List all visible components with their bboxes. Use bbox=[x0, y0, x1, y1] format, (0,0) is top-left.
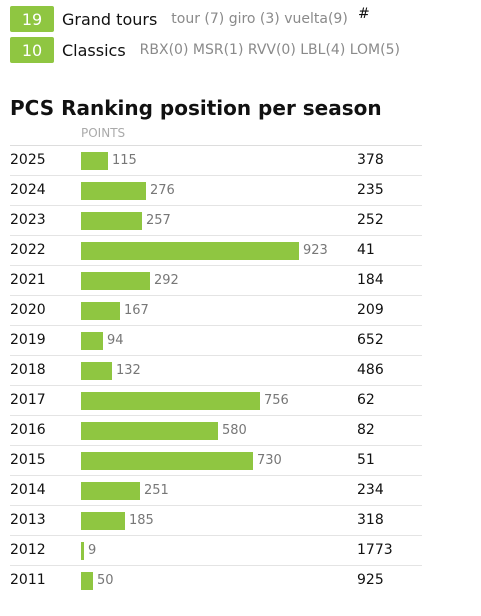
season-year[interactable]: 2012 bbox=[10, 542, 46, 558]
points-bar bbox=[81, 572, 93, 590]
ranking-row[interactable]: 2020 167 209 bbox=[10, 296, 422, 326]
grand-tours-count-badge: 19 bbox=[10, 6, 54, 32]
ranking-row[interactable]: 2016 580 82 bbox=[10, 416, 422, 446]
season-year[interactable]: 2024 bbox=[10, 182, 46, 198]
season-year[interactable]: 2015 bbox=[10, 452, 46, 468]
ranking-row[interactable]: 2018 132 486 bbox=[10, 356, 422, 386]
ranking-row[interactable]: 2024 276 235 bbox=[10, 176, 422, 206]
season-year[interactable]: 2019 bbox=[10, 332, 46, 348]
points-value: 580 bbox=[222, 423, 247, 438]
season-year[interactable]: 2020 bbox=[10, 302, 46, 318]
points-column-header: POINTS bbox=[81, 126, 126, 140]
rank-value: 234 bbox=[357, 482, 384, 498]
rank-value: 51 bbox=[357, 452, 375, 468]
points-value: 185 bbox=[129, 513, 154, 528]
ranking-table: 2025 115 378 2024 276 235 2023 257 252 2022 923 41 2… bbox=[10, 146, 422, 596]
points-bar bbox=[81, 452, 253, 470]
points-bar bbox=[81, 512, 125, 530]
ranking-row[interactable]: 2021 292 184 bbox=[10, 266, 422, 296]
stat-row-grand-tours: 19 Grand tours tour (7) giro (3) vuelta(… bbox=[10, 6, 348, 32]
season-year[interactable]: 2017 bbox=[10, 392, 46, 408]
ranking-row[interactable]: 2019 94 652 bbox=[10, 326, 422, 356]
stat-row-classics: 10 Classics RBX(0) MSR(1) RVV(0) LBL(4) … bbox=[10, 37, 400, 63]
season-year[interactable]: 2014 bbox=[10, 482, 46, 498]
points-value: 251 bbox=[144, 483, 169, 498]
points-bar bbox=[81, 272, 150, 290]
rank-value: 1773 bbox=[357, 542, 393, 558]
season-year[interactable]: 2025 bbox=[10, 152, 46, 168]
rank-value: 318 bbox=[357, 512, 384, 528]
points-value: 276 bbox=[150, 183, 175, 198]
rank-value: 252 bbox=[357, 212, 384, 228]
ranking-row[interactable]: 2023 257 252 bbox=[10, 206, 422, 236]
ranking-row[interactable]: 2014 251 234 bbox=[10, 476, 422, 506]
grand-tours-detail: tour (7) giro (3) vuelta(9) bbox=[171, 11, 348, 27]
classics-detail: RBX(0) MSR(1) RVV(0) LBL(4) LOM(5) bbox=[139, 42, 400, 58]
season-year[interactable]: 2021 bbox=[10, 272, 46, 288]
rank-value: 378 bbox=[357, 152, 384, 168]
ranking-row[interactable]: 2025 115 378 bbox=[10, 146, 422, 176]
rank-value: 41 bbox=[357, 242, 375, 258]
points-value: 730 bbox=[257, 453, 282, 468]
ranking-row[interactable]: 2015 730 51 bbox=[10, 446, 422, 476]
ranking-row[interactable]: 2012 9 1773 bbox=[10, 536, 422, 566]
points-bar bbox=[81, 482, 140, 500]
ranking-row[interactable]: 2017 756 62 bbox=[10, 386, 422, 416]
points-bar bbox=[81, 212, 142, 230]
season-year[interactable]: 2013 bbox=[10, 512, 46, 528]
points-bar bbox=[81, 302, 120, 320]
points-bar bbox=[81, 242, 299, 260]
points-bar bbox=[81, 182, 146, 200]
season-year[interactable]: 2016 bbox=[10, 422, 46, 438]
points-value: 756 bbox=[264, 393, 289, 408]
rank-value: 925 bbox=[357, 572, 384, 588]
season-year[interactable]: 2022 bbox=[10, 242, 46, 258]
ranking-row[interactable]: 2011 50 925 bbox=[10, 566, 422, 596]
classics-label[interactable]: Classics bbox=[62, 40, 126, 60]
rank-value: 209 bbox=[357, 302, 384, 318]
rank-value: 82 bbox=[357, 422, 375, 438]
rank-value: 486 bbox=[357, 362, 384, 378]
points-bar bbox=[81, 542, 84, 560]
ranking-section-title: PCS Ranking position per season bbox=[10, 96, 382, 120]
rank-value: 652 bbox=[357, 332, 384, 348]
ranking-row[interactable]: 2013 185 318 bbox=[10, 506, 422, 536]
points-bar bbox=[81, 362, 112, 380]
rank-value: 235 bbox=[357, 182, 384, 198]
points-value: 292 bbox=[154, 273, 179, 288]
classics-count-badge: 10 bbox=[10, 37, 54, 63]
points-value: 167 bbox=[124, 303, 149, 318]
ranking-row[interactable]: 2022 923 41 bbox=[10, 236, 422, 266]
season-year[interactable]: 2023 bbox=[10, 212, 46, 228]
rank-column-header: # bbox=[358, 6, 370, 22]
points-value: 9 bbox=[88, 543, 97, 558]
points-value: 50 bbox=[97, 573, 114, 588]
rank-value: 62 bbox=[357, 392, 375, 408]
header-divider bbox=[10, 145, 422, 146]
season-year[interactable]: 2018 bbox=[10, 362, 46, 378]
points-bar bbox=[81, 332, 103, 350]
points-bar bbox=[81, 152, 108, 170]
points-bar bbox=[81, 392, 260, 410]
points-value: 94 bbox=[107, 333, 124, 348]
season-year[interactable]: 2011 bbox=[10, 572, 46, 588]
rank-value: 184 bbox=[357, 272, 384, 288]
points-value: 257 bbox=[146, 213, 171, 228]
points-bar bbox=[81, 422, 218, 440]
points-value: 132 bbox=[116, 363, 141, 378]
points-value: 923 bbox=[303, 243, 328, 258]
points-value: 115 bbox=[112, 153, 137, 168]
grand-tours-label[interactable]: Grand tours bbox=[62, 9, 158, 29]
